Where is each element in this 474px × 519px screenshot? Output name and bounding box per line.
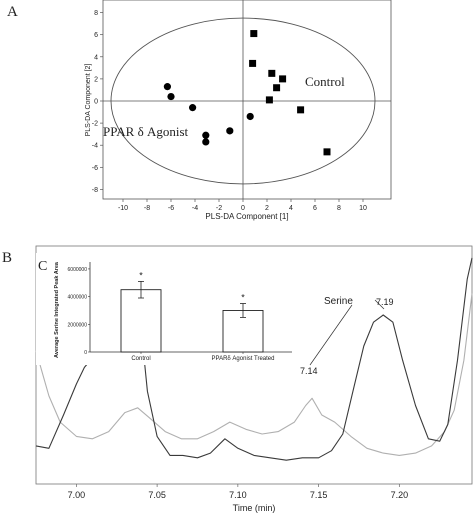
control-point — [323, 148, 331, 156]
panel-a-scatter: -10 -8 -6 -4 -2 0 2 4 6 8 10 8 6 4 2 0 -2 -4 -6 -8 PLS-DA … — [85, 0, 392, 221]
panel-b-x-ticks: 7.00 7.05 7.10 7.15 7.20 — [68, 484, 408, 500]
y-tick-label: 2 — [94, 76, 98, 83]
serine-label: Serine — [324, 296, 353, 307]
panel-a-y-axis-label: PLS-DA Component [2] — [85, 64, 92, 137]
category-label: Control — [131, 356, 150, 362]
panel-c-bar-chart: C 6000000 4000000 2000000 0 * Control * PPARδ … — [36, 253, 295, 365]
x-tick-label: -6 — [168, 205, 174, 212]
agonist-point — [202, 131, 210, 139]
x-tick-label: 7.10 — [229, 490, 247, 500]
panel-b-x-axis-label: Time (min) — [233, 503, 276, 513]
y-tick-label: -4 — [92, 143, 98, 150]
y-tick-label: 0 — [84, 350, 87, 356]
peak-7-19-callout-line — [374, 299, 385, 310]
peak-label-7-14: 7.14 — [300, 366, 318, 376]
y-tick-label: 6000000 — [68, 267, 88, 273]
y-tick-label: 2000000 — [68, 322, 88, 328]
panel-b-chromatogram: 7.00 7.05 7.10 7.15 7.20 Time (min) Serine 7… — [35, 245, 473, 513]
panel-a-x-axis-label: PLS-DA Component [1] — [205, 212, 288, 221]
agonist-point — [189, 104, 197, 112]
panel-b-letter: B — [2, 250, 12, 266]
x-tick-label: 7.00 — [68, 490, 86, 500]
panel-c-bars: * Control * PPARδ Agonist Treated — [120, 270, 275, 362]
y-tick-label: 0 — [94, 99, 98, 106]
serine-callout-line — [309, 304, 353, 366]
control-point — [268, 69, 276, 77]
agonist-point — [167, 92, 175, 101]
panel-a-frame — [102, 0, 392, 200]
control-point — [250, 30, 258, 38]
panel-c-y-ticks: 6000000 4000000 2000000 0 — [68, 267, 90, 356]
annotation-ppar-agonist: PPAR δ Agonist — [103, 124, 189, 139]
y-tick-label: -2 — [92, 121, 98, 128]
annotation-control: Control — [305, 74, 345, 89]
control-point — [265, 96, 273, 104]
agonist-point — [163, 83, 171, 91]
x-tick-label: 4 — [289, 205, 293, 212]
x-tick-label: 7.15 — [310, 490, 328, 500]
control-point — [249, 59, 257, 67]
y-tick-label: 4 — [94, 54, 98, 61]
x-tick-label: 8 — [337, 205, 341, 212]
x-tick-label: 2 — [265, 205, 269, 212]
category-label: PPARδ Agonist Treated — [212, 356, 275, 362]
x-tick-label: -4 — [192, 205, 198, 212]
bar — [120, 289, 162, 353]
panel-c-y-axis-label: Average Serine Integrated Peak Area — [54, 261, 60, 358]
panel-a-axes — [102, 0, 392, 200]
peak-label-7-19: 7.19 — [376, 297, 394, 307]
x-tick-label: 10 — [359, 205, 367, 212]
y-tick-label: 6 — [94, 32, 98, 39]
agonist-point — [226, 127, 234, 135]
light-trace — [35, 293, 473, 456]
x-tick-label: -2 — [216, 205, 222, 212]
panel-a-x-ticks: -10 -8 -6 -4 -2 0 2 4 6 8 10 — [118, 199, 367, 212]
control-point — [279, 75, 287, 83]
y-tick-label: -8 — [92, 187, 98, 194]
y-tick-label: 8 — [94, 10, 98, 17]
significance-star: * — [241, 293, 245, 303]
panel-a-points — [163, 30, 331, 156]
panel-a-letter: A — [7, 4, 18, 20]
agonist-point — [202, 138, 210, 146]
x-tick-label: -10 — [118, 205, 128, 212]
x-tick-label: 7.05 — [148, 490, 166, 500]
panel-c-letter: C — [38, 259, 47, 274]
control-point — [273, 84, 281, 92]
x-tick-label: 7.20 — [391, 490, 409, 500]
panel-a-y-ticks: 8 6 4 2 0 -2 -4 -6 -8 — [92, 10, 103, 194]
control-point — [297, 106, 305, 114]
x-tick-label: 0 — [241, 205, 245, 212]
x-tick-label: 6 — [313, 205, 317, 212]
agonist-point — [246, 112, 254, 121]
y-tick-label: -6 — [92, 165, 98, 172]
significance-star: * — [139, 270, 143, 280]
y-tick-label: 4000000 — [68, 295, 88, 301]
x-tick-label: -8 — [144, 205, 150, 212]
